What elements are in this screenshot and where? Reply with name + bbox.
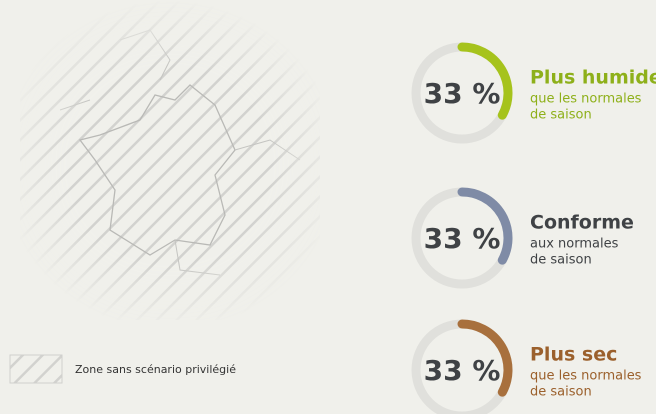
indicator-subtitle: que les normales <box>530 92 642 107</box>
indicator-subtitle: de saison <box>530 253 592 268</box>
indicator-subtitle: aux normales <box>530 237 619 252</box>
indicator-title: Plus sec <box>530 344 617 366</box>
indicator-subtitle: de saison <box>530 108 592 123</box>
legend-swatch <box>9 354 63 384</box>
legend-label: Zone sans scénario privilégié <box>75 363 236 376</box>
gauge-value: 33 % <box>424 354 501 387</box>
gauge-arc <box>457 319 513 397</box>
gauge-value: 33 % <box>424 77 501 110</box>
gauge-value: 33 % <box>424 222 501 255</box>
indicator-subtitle: de saison <box>530 385 592 400</box>
indicator-subtitle: que les normales <box>530 369 642 384</box>
map <box>20 0 320 320</box>
indicator-title: Conforme <box>530 212 634 234</box>
gauge-arc <box>457 187 513 265</box>
indicator-title: Plus humide <box>530 67 656 89</box>
gauge-arc <box>457 42 513 120</box>
